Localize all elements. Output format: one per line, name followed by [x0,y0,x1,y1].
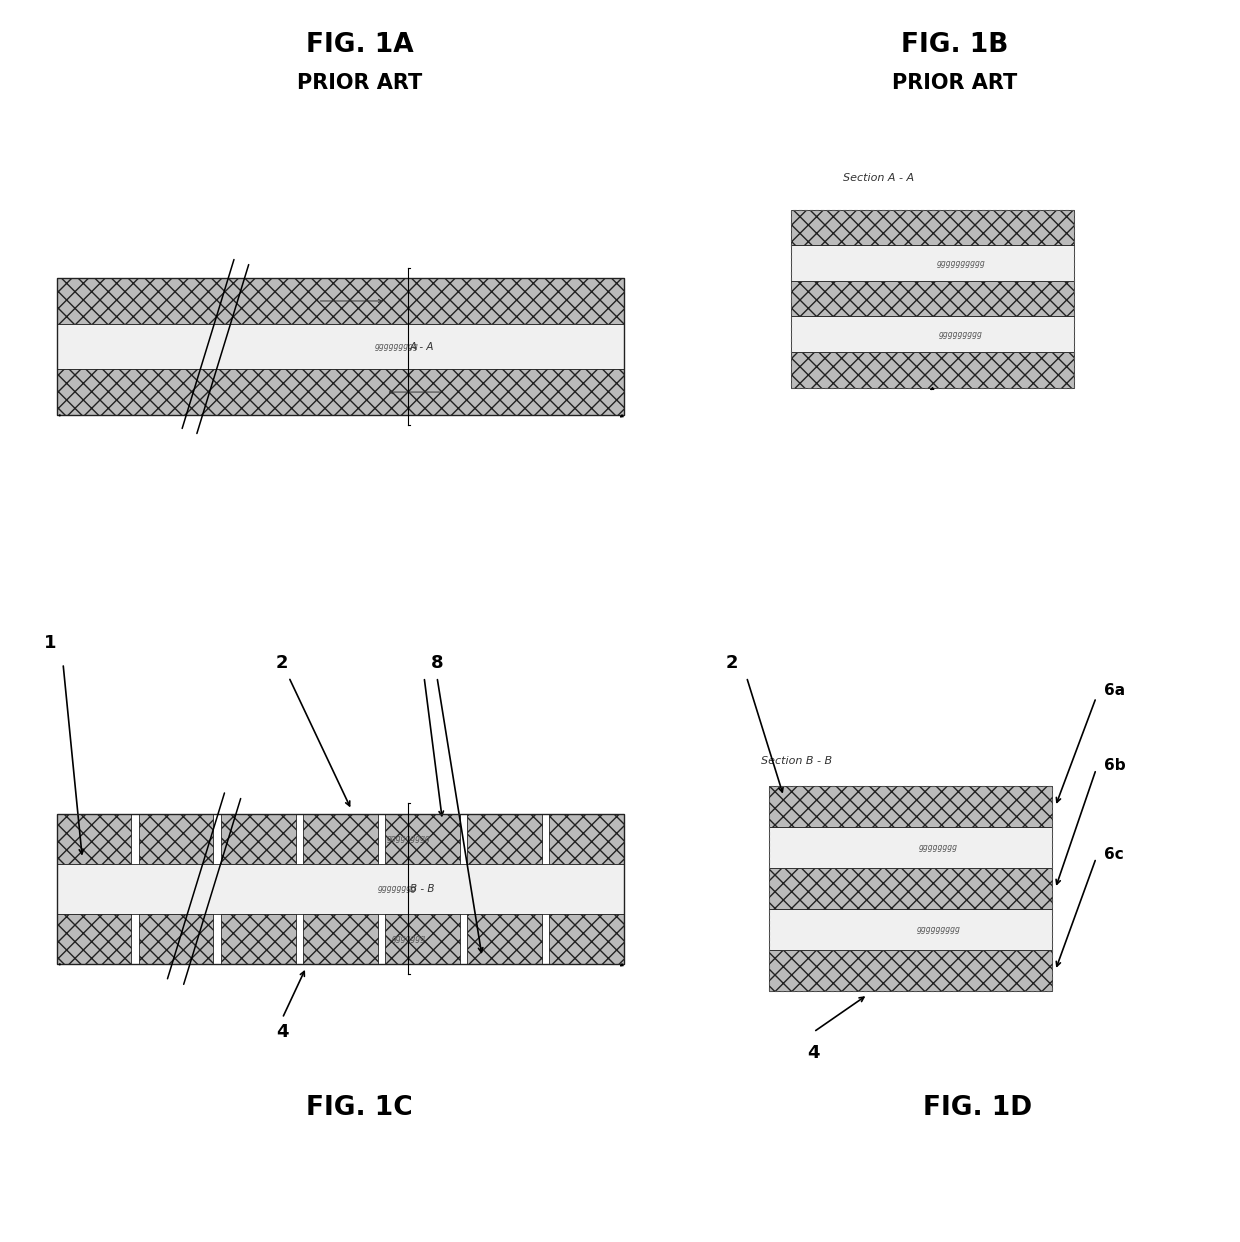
Text: 1: 1 [43,633,56,652]
Bar [769,786,1052,827]
Text: PRIOR ART: PRIOR ART [296,73,423,93]
Text: 4: 4 [807,1043,820,1062]
Bar [769,786,1052,991]
Bar [57,814,131,863]
Bar [791,210,1074,246]
Text: 6a: 6a [1104,683,1125,698]
Bar [57,863,624,914]
Text: gggggggg: gggggggg [919,843,959,852]
Text: B - B: B - B [410,883,434,894]
Bar [791,351,1074,388]
Bar [467,814,542,863]
Bar [791,281,1074,317]
Bar [549,814,624,863]
Text: FIG. 1B: FIG. 1B [901,32,1008,58]
Text: Section B - B: Section B - B [761,755,832,765]
Bar [549,914,624,964]
Bar [769,868,1052,909]
Bar [221,814,295,863]
Bar [57,814,624,964]
Text: 6b: 6b [1104,758,1125,774]
Text: 4: 4 [277,1023,289,1041]
Bar [303,914,378,964]
Bar [384,814,460,863]
Text: 2: 2 [277,655,289,672]
Text: gggggggg: gggggggg [377,884,417,893]
Bar [57,369,624,415]
Text: ggggggggg: ggggggggg [387,835,430,843]
Text: 2: 2 [725,655,738,672]
Bar [769,950,1052,991]
Bar [791,317,1074,351]
Text: gggggggggg: gggggggggg [936,258,985,268]
Text: ggggggg: ggggggg [392,934,425,943]
Text: 6c: 6c [1104,847,1123,862]
Bar [139,914,213,964]
Text: ggggggggg: ggggggggg [939,329,982,339]
Text: FIG. 1D: FIG. 1D [923,1095,1032,1120]
Text: ggggggggg: ggggggggg [916,925,960,934]
Text: FIG. 1A: FIG. 1A [306,32,413,58]
Bar [769,827,1052,868]
Bar [221,914,295,964]
Bar [791,246,1074,281]
Text: FIG. 1C: FIG. 1C [306,1095,413,1120]
Text: 8: 8 [430,655,443,672]
Bar [791,210,1074,388]
Bar [303,814,378,863]
Bar [57,914,131,964]
Bar [139,814,213,863]
Text: PRIOR ART: PRIOR ART [892,73,1018,93]
Bar [57,278,624,415]
Text: ggggggggg: ggggggggg [374,342,419,351]
Text: A - A: A - A [410,342,434,351]
Bar [769,909,1052,950]
Bar [57,278,624,324]
Text: Section A - A: Section A - A [843,173,914,183]
Bar [57,324,624,369]
Bar [467,914,542,964]
Bar [384,914,460,964]
